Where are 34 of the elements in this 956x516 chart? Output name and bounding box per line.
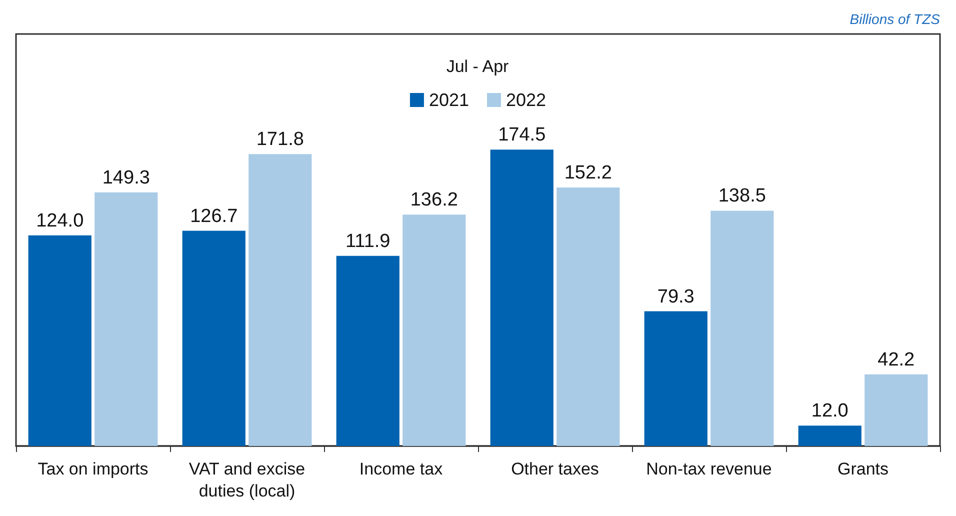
data-label: 171.8	[256, 129, 304, 150]
data-label: 124.0	[36, 210, 84, 232]
data-label: 152.2	[564, 162, 612, 184]
data-label: 111.9	[346, 230, 390, 252]
x-tick-label: Other taxes	[511, 460, 599, 478]
legend-label: 2022	[506, 90, 546, 110]
data-label: 12.0	[811, 400, 848, 422]
data-label: 138.5	[718, 186, 766, 207]
bar	[556, 187, 620, 446]
bar	[94, 192, 158, 446]
data-label: 79.3	[657, 286, 694, 308]
legend-label: 2021	[428, 90, 470, 110]
bar	[182, 230, 246, 446]
x-tick-label: Income tax	[359, 460, 444, 478]
x-tick-label: VAT and excise duties (local)	[188, 460, 306, 500]
bar	[798, 426, 862, 446]
bar	[28, 235, 92, 446]
data-label: 42.2	[878, 349, 915, 370]
x-tick-label: Non-tax revenue	[646, 460, 772, 478]
data-label: 174.5	[498, 124, 546, 146]
x-tick-label: Tax on imports	[38, 460, 148, 478]
bar	[336, 256, 400, 446]
bar	[710, 210, 774, 446]
bar	[402, 214, 466, 446]
bar	[644, 311, 708, 446]
bar	[490, 150, 554, 446]
data-label: 126.7	[190, 206, 238, 227]
data-label: 136.2	[410, 190, 458, 211]
bar	[864, 374, 928, 446]
legend-title: Jul - Apr	[446, 57, 510, 76]
data-label: 149.3	[102, 167, 150, 188]
x-tick-label: Grants	[837, 460, 889, 478]
bar	[248, 154, 312, 446]
text: Billions of TZS	[850, 11, 941, 27]
